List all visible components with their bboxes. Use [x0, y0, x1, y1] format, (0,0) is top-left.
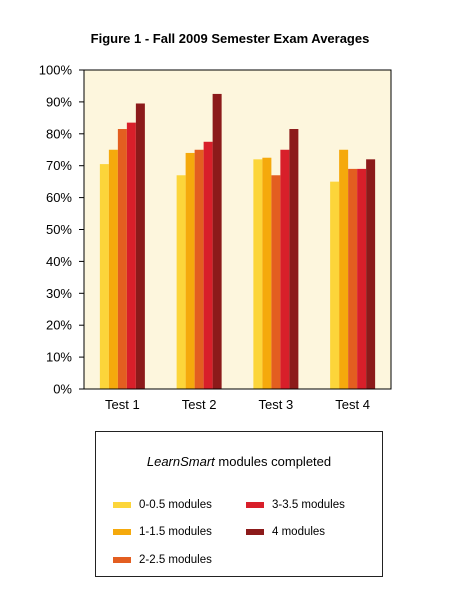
legend-swatch [246, 501, 264, 508]
bar [212, 93, 222, 390]
y-tick-label: 100% [39, 63, 73, 78]
legend-swatch [113, 556, 131, 563]
x-tick-label: Test 4 [335, 397, 370, 412]
legend-label: 1-1.5 modules [139, 526, 212, 538]
bar [176, 175, 186, 389]
bar [280, 149, 290, 389]
bar [203, 141, 213, 389]
bar [366, 159, 376, 389]
y-tick-label: 10% [46, 350, 72, 365]
bar [271, 175, 281, 389]
legend-title: LearnSmart modules completed [96, 454, 382, 469]
legend-label: 4 modules [272, 526, 326, 538]
bar [99, 164, 109, 389]
legend: LearnSmart modules completed 0-0.5 modul… [95, 431, 383, 577]
legend-item-3-3.5-modules: 3-3.5 modules [246, 498, 345, 512]
y-tick-label: 80% [46, 126, 72, 141]
bar [339, 149, 349, 389]
legend-title-text: modules completed [214, 454, 332, 469]
bar [330, 181, 340, 389]
legend-label: 3-3.5 modules [272, 499, 345, 511]
x-tick-label: Test 2 [182, 397, 217, 412]
plot-frame [83, 69, 392, 390]
legend-item-2-2.5-modules: 2-2.5 modules [113, 553, 212, 567]
bar [185, 152, 195, 389]
x-tick-label: Test 3 [259, 397, 294, 412]
x-tick-label: Test 1 [105, 397, 140, 412]
legend-title-brand: LearnSmart [146, 454, 215, 469]
y-tick-label: 50% [46, 222, 72, 237]
legend-swatch [246, 528, 264, 535]
y-tick-label: 70% [46, 158, 72, 173]
legend-item-4-modules: 4 modules [246, 525, 325, 539]
chart-title: Figure 1 - Fall 2009 Semester Exam Avera… [90, 31, 370, 46]
legend-label: 0-0.5 modules [139, 499, 212, 511]
bar [108, 149, 118, 389]
bar [357, 168, 367, 389]
y-tick-label: 60% [46, 190, 72, 205]
y-tick-label: 30% [46, 286, 72, 301]
chart-plot: 0% 10% 20% 30% 40% 50% 60% 70% 80% 90% 100% Test 1 T… [39, 63, 392, 412]
bar [262, 157, 272, 389]
bar [289, 129, 299, 389]
y-tick-label: 90% [46, 94, 72, 109]
bar [135, 103, 145, 390]
bar [348, 168, 358, 389]
bar [194, 149, 204, 389]
legend-swatch [113, 528, 131, 535]
legend-swatch [113, 501, 131, 508]
legend-item-1-1.5-modules: 1-1.5 modules [113, 525, 212, 539]
legend-item-0-0.5-modules: 0-0.5 modules [113, 498, 212, 512]
y-tick-label: 40% [46, 254, 72, 269]
y-tick-label: 20% [46, 318, 72, 333]
y-tick-label: 0% [53, 382, 72, 397]
bar [253, 159, 263, 389]
legend-label: 2-2.5 modules [139, 554, 212, 566]
bar [126, 122, 136, 389]
bar [117, 129, 127, 389]
